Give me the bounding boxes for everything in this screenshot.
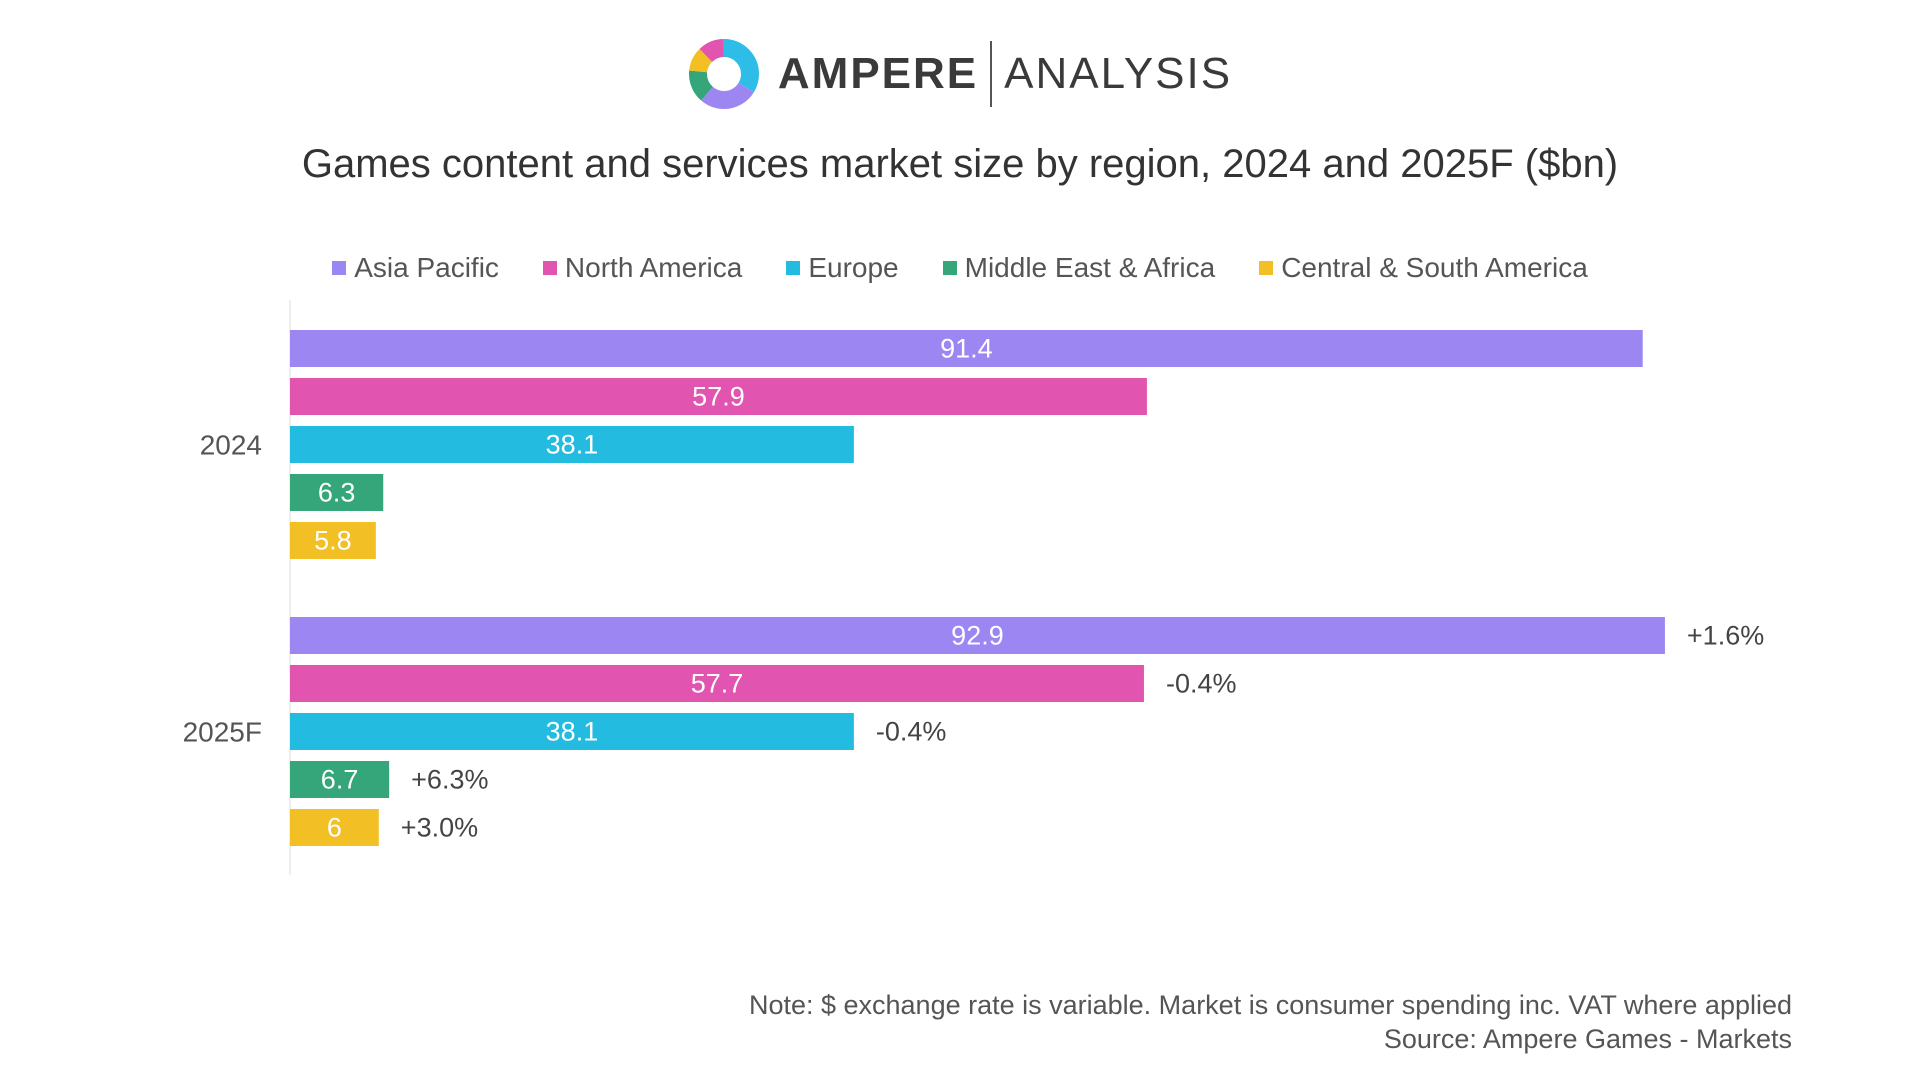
bar (290, 474, 384, 511)
category-label: 2024 (200, 430, 262, 461)
change-label: -0.4% (1166, 669, 1237, 699)
legend-label: Middle East & Africa (964, 252, 1216, 283)
legend-label: Europe (808, 252, 899, 283)
bar-value-label: 6.3 (318, 478, 356, 508)
bar (290, 809, 379, 846)
bar-value-label: 5.8 (314, 526, 352, 556)
chart-footer: Note: $ exchange rate is variable. Marke… (749, 988, 1792, 1056)
change-label: +3.0% (401, 813, 478, 843)
ampere-logo-icon (688, 39, 759, 109)
brand-logo: AMPERE ANALYSIS (0, 38, 1920, 110)
change-label: -0.4% (876, 717, 947, 747)
bar (290, 330, 1643, 367)
brand-name-light: ANALYSIS (1004, 49, 1233, 98)
bar-value-label: 57.7 (691, 669, 744, 699)
legend-swatch (542, 261, 557, 275)
bar (290, 665, 1144, 702)
bar-value-label: 38.1 (546, 717, 599, 747)
footer-note: Note: $ exchange rate is variable. Marke… (748, 990, 1792, 1020)
legend-label: Central & South America (1281, 252, 1588, 283)
legend-swatch (786, 261, 801, 275)
bar-value-label: 6 (327, 813, 342, 843)
bar-value-label: 92.9 (951, 621, 1004, 651)
legend-item: Central & South America (1259, 252, 1588, 284)
bar-value-label: 38.1 (546, 430, 599, 460)
legend-label: North America (564, 252, 743, 283)
bar (290, 426, 854, 463)
footer-source: Source: Ampere Games - Markets (1383, 1024, 1792, 1054)
legend-swatch (332, 261, 347, 275)
category-label: 2025F (183, 717, 262, 748)
legend-label: Asia Pacific (354, 252, 499, 283)
change-label: +1.6% (1687, 621, 1764, 651)
bar (290, 713, 854, 750)
brand-name-bold: AMPERE (777, 49, 979, 98)
legend-item: Asia Pacific (332, 252, 499, 284)
legend-item: North America (542, 252, 743, 284)
chart-legend: Asia Pacific North America Europe Middle Ea… (0, 252, 1920, 284)
bar (290, 617, 1665, 654)
chart-title: Games content and services market size b… (301, 142, 1619, 186)
bar-value-label: 91.4 (940, 334, 993, 364)
legend-item: Middle East & Africa (942, 252, 1216, 284)
bar-value-label: 6.7 (321, 765, 359, 795)
legend-swatch (942, 261, 957, 275)
legend-item: Europe (786, 252, 899, 284)
bar (290, 378, 1147, 415)
legend-swatch (1259, 261, 1274, 275)
change-label: +6.3% (411, 765, 488, 795)
brand-divider (990, 41, 993, 107)
bar (290, 761, 390, 798)
bar-value-label: 57.9 (692, 382, 745, 412)
bar (290, 522, 376, 559)
